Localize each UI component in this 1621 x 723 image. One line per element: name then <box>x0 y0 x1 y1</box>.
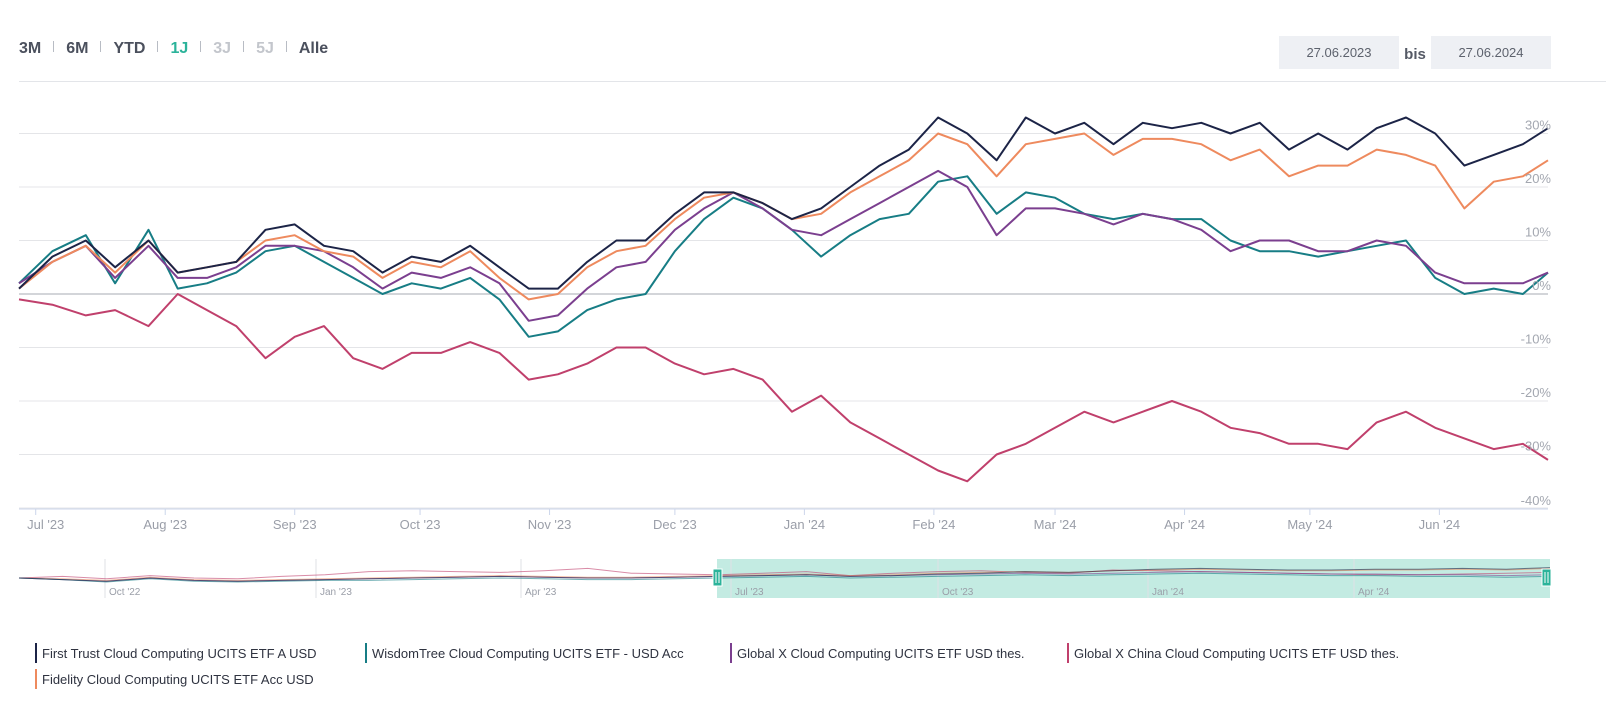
x-tick-label: Jun '24 <box>1419 517 1461 532</box>
x-tick-label: Feb '24 <box>912 517 955 532</box>
date-range-separator: bis <box>1404 46 1426 63</box>
legend-label: Global X China Cloud Computing UCITS ETF… <box>1074 645 1400 661</box>
range-separator <box>243 40 245 52</box>
range-button-alle[interactable]: Alle <box>298 40 329 57</box>
navigator-label: Jul '23 <box>735 587 764 598</box>
legend-label: WisdomTree Cloud Computing UCITS ETF - U… <box>372 645 684 661</box>
range-separator <box>157 40 159 52</box>
range-button-5j: 5J <box>256 40 274 57</box>
x-tick-label: Dec '23 <box>653 517 697 532</box>
x-tick-label: Apr '24 <box>1164 517 1205 532</box>
y-tick-label: -20% <box>1521 385 1552 400</box>
range-button-6m[interactable]: 6M <box>66 40 89 57</box>
range-separator <box>53 40 55 52</box>
x-tick-label: Sep '23 <box>273 517 317 532</box>
range-button-3m[interactable]: 3M <box>19 40 42 57</box>
series-line-fidelity-cloud-computing-ucits-etf-acc-usd <box>18 132 1549 301</box>
range-button-3j: 3J <box>213 40 232 57</box>
legend-item[interactable]: Global X China Cloud Computing UCITS ETF… <box>1067 643 1399 663</box>
x-tick-label: Jan '24 <box>784 517 826 532</box>
navigator-right-handle[interactable] <box>1541 568 1552 587</box>
legend-swatch <box>35 669 37 689</box>
navigator-label: Apr '24 <box>1358 587 1390 598</box>
legend-swatch <box>730 643 732 663</box>
series-line-wisdomtree-cloud-computing-ucits-etf-usd-acc <box>18 175 1549 338</box>
range-selector: 3M 6M YTD 1J 3J 5J Alle <box>19 40 328 58</box>
line-chart: Jul '23 Aug '23 Sep '23 Oct '23 Nov '23 Dec '… <box>18 116 1552 598</box>
y-tick-label: -10% <box>1521 332 1552 347</box>
y-tick-label: 10% <box>1525 225 1551 240</box>
y-tick-label: 0% <box>1532 278 1551 293</box>
y-tick-label: 20% <box>1525 171 1551 186</box>
x-tick-label: Nov '23 <box>528 517 572 532</box>
legend-swatch <box>35 643 37 663</box>
y-tick-label: 30% <box>1525 118 1551 133</box>
x-tick-label: Jul '23 <box>27 517 64 532</box>
range-button-1j[interactable]: 1J <box>170 40 189 57</box>
y-tick-label: -40% <box>1521 493 1552 508</box>
navigator-series-line <box>18 572 1551 583</box>
navigator-label: Jan '23 <box>320 587 352 598</box>
x-tick-label: Mar '24 <box>1034 517 1077 532</box>
legend-item[interactable]: WisdomTree Cloud Computing UCITS ETF - U… <box>365 643 684 663</box>
top-divider <box>19 81 1606 82</box>
series-line-global-x-china-cloud-computing-ucits-etf-usd-thes <box>18 293 1549 483</box>
x-tick-label: May '24 <box>1287 517 1332 532</box>
y-tick-label: -30% <box>1521 439 1552 454</box>
range-separator <box>100 40 102 52</box>
navigator-label: Apr '23 <box>525 587 557 598</box>
series-line-first-trust-cloud-computing-ucits-etf-a-usd <box>18 116 1549 290</box>
legend-swatch <box>365 643 367 663</box>
to-date-input[interactable]: 27.06.2024 <box>1431 36 1551 69</box>
legend-item[interactable]: First Trust Cloud Computing UCITS ETF A … <box>35 643 317 663</box>
legend-label: First Trust Cloud Computing UCITS ETF A … <box>42 645 317 661</box>
x-tick-label: Aug '23 <box>143 517 187 532</box>
legend-swatch <box>1067 643 1069 663</box>
range-button-ytd[interactable]: YTD <box>113 40 146 57</box>
navigator-label: Jan '24 <box>1152 587 1184 598</box>
x-tick-label: Oct '23 <box>400 517 441 532</box>
legend-label: Global X Cloud Computing UCITS ETF USD t… <box>737 645 1025 661</box>
navigator-label: Oct '22 <box>109 587 141 598</box>
navigator-series-line <box>18 567 1551 581</box>
navigator-selected-range <box>717 559 1550 598</box>
from-date-input[interactable]: 27.06.2023 <box>1279 36 1399 69</box>
legend-item[interactable]: Fidelity Cloud Computing UCITS ETF Acc U… <box>35 669 314 689</box>
range-separator <box>285 40 287 52</box>
range-separator <box>200 40 202 52</box>
navigator-left-handle[interactable] <box>712 568 723 587</box>
navigator-series-line <box>18 567 1551 582</box>
series-line-global-x-cloud-computing-ucits-etf-usd-thes <box>18 169 1549 322</box>
legend-item[interactable]: Global X Cloud Computing UCITS ETF USD t… <box>730 643 1025 663</box>
legend-label: Fidelity Cloud Computing UCITS ETF Acc U… <box>42 671 314 687</box>
navigator-label: Oct '23 <box>942 587 974 598</box>
